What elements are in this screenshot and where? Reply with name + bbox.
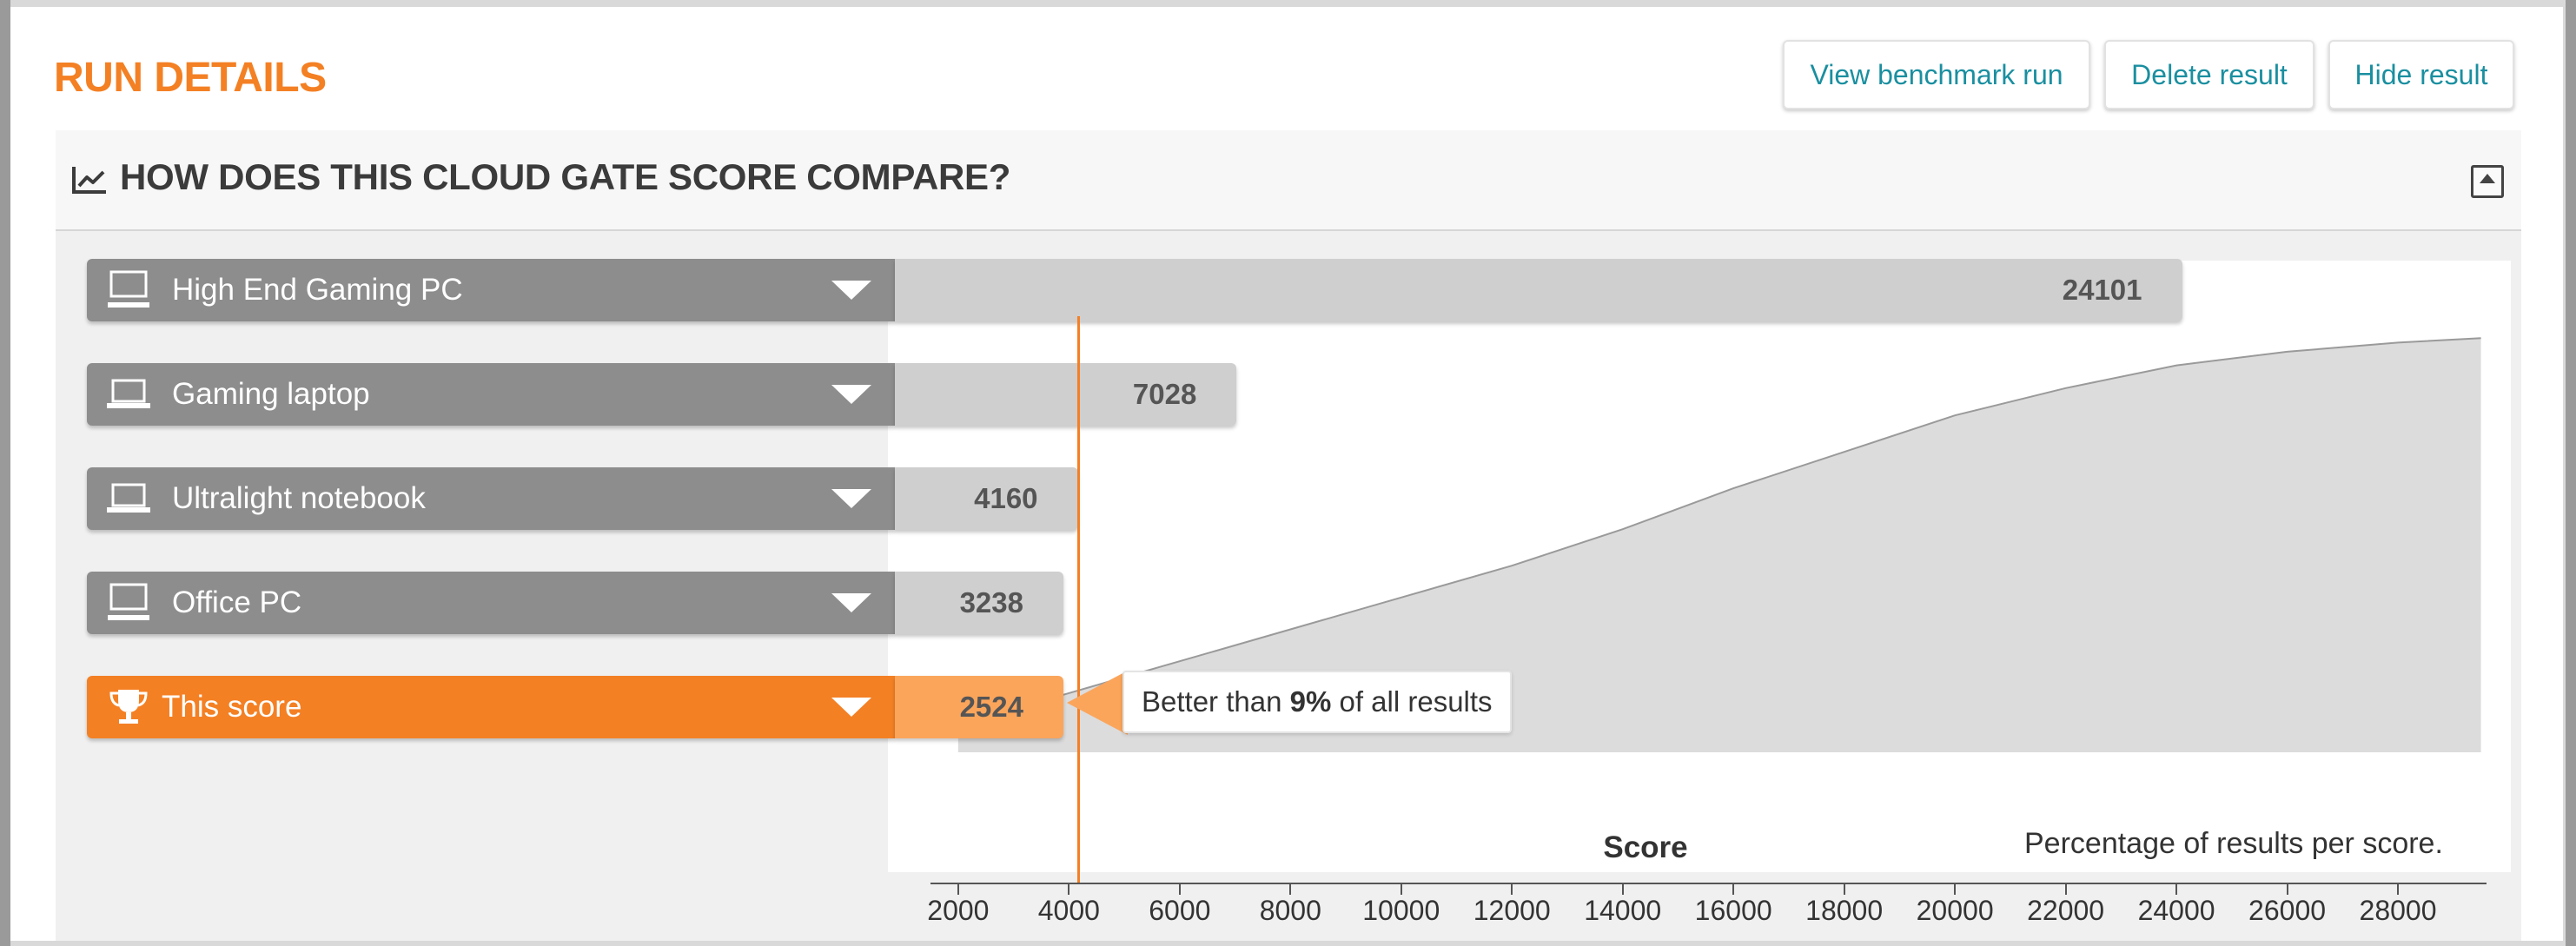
bar-value-label: 7028 xyxy=(1132,378,1197,410)
x-axis-tick-label: 12000 xyxy=(1473,895,1551,926)
dropdown-caret-icon[interactable] xyxy=(831,281,871,300)
bar-label[interactable]: This score xyxy=(87,676,895,738)
score-marker-line xyxy=(1076,316,1080,884)
x-axis-tick-label: 14000 xyxy=(1584,895,1662,926)
x-axis-tick xyxy=(957,884,959,895)
score-comparison-section: HOW DOES THIS CLOUD GATE SCORE COMPARE? … xyxy=(56,130,2521,941)
laptop-icon xyxy=(107,379,150,408)
bar-name: Office PC xyxy=(172,585,302,619)
section-title: HOW DOES THIS CLOUD GATE SCORE COMPARE? xyxy=(120,156,1011,197)
x-axis-tick xyxy=(2064,884,2067,895)
bar-value: 3238 xyxy=(895,572,1063,634)
distribution-line xyxy=(957,337,2481,726)
x-axis-tick xyxy=(1954,884,1957,895)
page-title: RUN DETAILS xyxy=(54,55,327,101)
dropdown-caret-icon[interactable] xyxy=(831,593,871,612)
x-axis-tick xyxy=(1400,884,1402,895)
bar-label[interactable]: High End Gaming PC xyxy=(87,259,895,321)
bar-value-label: 24101 xyxy=(2062,274,2142,306)
bar-value: 24101 xyxy=(895,259,2182,321)
trophy-icon xyxy=(109,690,148,724)
delete-result-button[interactable]: Delete result xyxy=(2104,40,2314,109)
desktop-icon xyxy=(108,270,149,308)
x-axis-tick-label: 18000 xyxy=(1805,895,1884,926)
bar-value: 4160 xyxy=(895,467,1078,530)
x-axis-tick xyxy=(1178,884,1181,895)
bar-value-label: 4160 xyxy=(974,482,1038,514)
run-details-card: RUN DETAILS View benchmark run Delete re… xyxy=(10,7,2563,941)
distribution-area xyxy=(957,338,2481,752)
bar-name: Ultralight notebook xyxy=(172,481,426,515)
x-axis-tick xyxy=(2175,884,2178,895)
x-axis-tick-label: 26000 xyxy=(2248,895,2327,926)
plot-note: Percentage of results per score. xyxy=(2024,827,2443,860)
hide-result-button[interactable]: Hide result xyxy=(2328,40,2514,109)
x-axis-tick xyxy=(2397,884,2400,895)
x-axis-tick-label: 20000 xyxy=(1916,895,1994,926)
x-axis-tick-label: 10000 xyxy=(1362,895,1440,926)
collapse-icon[interactable] xyxy=(2471,165,2504,198)
x-axis-tick-label: 22000 xyxy=(2027,895,2105,926)
x-axis-tick-label: 16000 xyxy=(1694,895,1772,926)
view-benchmark-run-button[interactable]: View benchmark run xyxy=(1783,40,2090,109)
x-axis-tick xyxy=(1289,884,1292,895)
bar-value-label: 2524 xyxy=(959,691,1023,723)
dropdown-caret-icon[interactable] xyxy=(831,385,871,404)
section-header: HOW DOES THIS CLOUD GATE SCORE COMPARE? xyxy=(56,130,2521,231)
desktop-icon xyxy=(108,583,149,620)
bar-value: 2524 xyxy=(895,676,1063,738)
x-axis-title: Score xyxy=(1603,830,1688,864)
line-chart-icon xyxy=(72,167,106,194)
x-axis-tick xyxy=(1068,884,1070,895)
distribution-chart xyxy=(957,337,2481,752)
x-axis-tick xyxy=(1843,884,1845,895)
callout-arrow-icon xyxy=(1067,671,1128,735)
dropdown-caret-icon[interactable] xyxy=(831,489,871,508)
x-axis-tick xyxy=(2286,884,2288,895)
x-axis-tick-label: 24000 xyxy=(2137,895,2215,926)
bar-value: 7028 xyxy=(895,363,1237,426)
dropdown-caret-icon[interactable] xyxy=(831,698,871,717)
x-axis-line xyxy=(930,883,2487,884)
x-axis-tick-label: 6000 xyxy=(1149,895,1211,926)
background-left xyxy=(0,0,10,946)
percentile-callout: Better than 9% of all results xyxy=(1122,671,1512,733)
bar-label[interactable]: Gaming laptop xyxy=(87,363,895,426)
callout-suffix: of all results xyxy=(1331,685,1493,718)
x-axis-tick xyxy=(1732,884,1735,895)
x-axis-tick xyxy=(1511,884,1513,895)
bar-name: Gaming laptop xyxy=(172,377,370,411)
bar-name: High End Gaming PC xyxy=(172,273,463,307)
x-axis-tick xyxy=(1621,884,1624,895)
x-axis-tick-label: 8000 xyxy=(1259,895,1321,926)
callout-prefix: Better than xyxy=(1142,685,1290,718)
bar-value-label: 3238 xyxy=(959,586,1023,619)
bar-label[interactable]: Office PC xyxy=(87,572,895,634)
distribution-plot-area xyxy=(888,261,2511,872)
x-axis-tick-label: 2000 xyxy=(927,895,990,926)
x-axis-tick-label: 28000 xyxy=(2359,895,2437,926)
callout-percent: 9% xyxy=(1289,685,1332,718)
x-axis-tick-label: 4000 xyxy=(1037,895,1100,926)
laptop-icon xyxy=(107,483,150,513)
bar-name: This score xyxy=(162,690,302,724)
background-right xyxy=(2566,0,2576,946)
bar-label[interactable]: Ultralight notebook xyxy=(87,467,895,530)
